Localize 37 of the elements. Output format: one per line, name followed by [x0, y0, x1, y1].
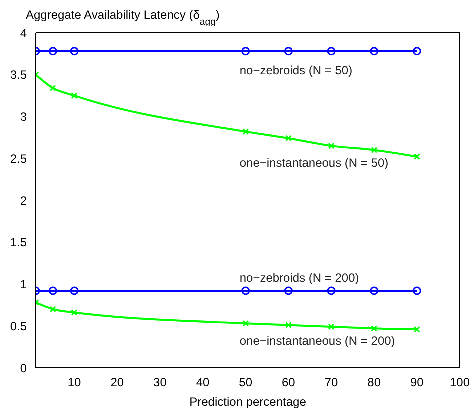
point	[70, 47, 79, 56]
point	[327, 286, 336, 296]
y-tick-label: 4	[20, 26, 28, 40]
point	[284, 286, 293, 296]
y-tick-label: 2	[20, 194, 28, 208]
point	[284, 47, 293, 56]
x-tick-label: 20	[110, 376, 124, 390]
x-tick-label: 100	[450, 376, 470, 390]
y-tick-label: 1.5	[10, 236, 28, 250]
x-tick-label: 30	[154, 376, 168, 390]
y-tick-label: 2.5	[10, 152, 28, 166]
y-tick-label: 0	[20, 361, 28, 376]
y-tick-label: 3.5	[10, 68, 28, 82]
x-tick-label: 10	[68, 376, 82, 390]
point	[412, 286, 422, 296]
series-label: one−instantaneous (N = 50)	[240, 156, 389, 170]
y-tick-label: 1	[20, 278, 28, 292]
point	[242, 47, 250, 56]
series-label: no−zebroids (N = 200)	[240, 271, 360, 286]
x-tick-label: 70	[324, 376, 339, 390]
x-tick-label: 40	[196, 376, 210, 390]
y-tick-label: 0.5	[10, 319, 28, 334]
point	[327, 47, 336, 56]
series-label: no−zebroids (N = 50)	[240, 64, 353, 78]
x-tick-label: 60	[282, 376, 296, 390]
point	[70, 286, 79, 296]
point	[412, 47, 422, 56]
point	[242, 286, 250, 296]
x-tick-label: 90	[410, 376, 424, 390]
point	[370, 47, 379, 56]
point	[48, 286, 58, 296]
series-label: one−instantaneous (N = 200)	[240, 334, 396, 348]
point	[48, 47, 58, 56]
x-tick-label: 80	[368, 376, 382, 390]
x-tick-label: 50	[239, 376, 253, 390]
y-tick-label: 3	[20, 110, 28, 124]
point	[370, 286, 379, 296]
